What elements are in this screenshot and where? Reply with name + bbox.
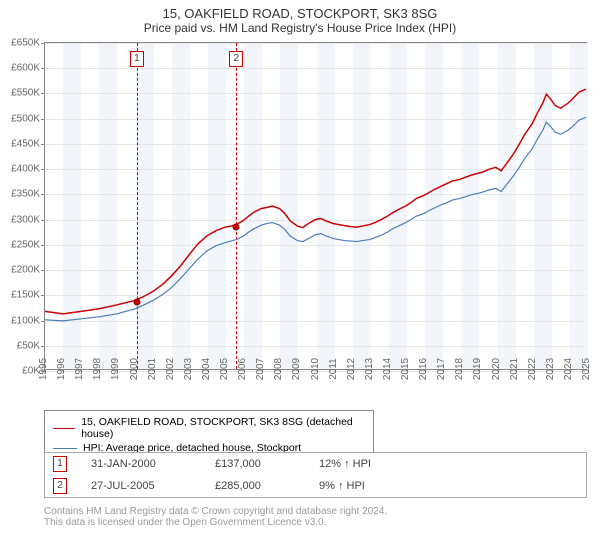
event-num: 1 (53, 456, 67, 472)
data-marker (233, 224, 240, 231)
y-tick-label: £100K (11, 315, 45, 326)
credit-line-2: This data is licensed under the Open Gov… (44, 517, 387, 528)
event-row: 2 27-JUL-2005 £285,000 9% ↑ HPI (45, 475, 586, 497)
series-svg (45, 43, 586, 369)
event-date: 31-JAN-2000 (91, 458, 191, 470)
series-line (45, 89, 586, 314)
event-date: 27-JUL-2005 (91, 480, 191, 492)
y-tick-label: £350K (11, 189, 45, 200)
y-tick-label: £650K (11, 38, 45, 49)
event-row: 1 31-JAN-2000 £137,000 12% ↑ HPI (45, 453, 586, 475)
y-tick-label: £500K (11, 113, 45, 124)
y-tick-label: £150K (11, 290, 45, 301)
data-marker (133, 298, 140, 305)
y-tick-label: £400K (11, 164, 45, 175)
legend-swatch (53, 448, 77, 449)
y-tick-label: £250K (11, 239, 45, 250)
chart-subtitle: Price paid vs. HM Land Registry's House … (0, 21, 600, 39)
y-tick-label: £450K (11, 138, 45, 149)
y-tick-label: £550K (11, 88, 45, 99)
legend-swatch (53, 428, 75, 429)
y-tick-label: £300K (11, 214, 45, 225)
event-price: £137,000 (215, 458, 295, 470)
event-change: 9% ↑ HPI (319, 480, 365, 492)
events-table: 1 31-JAN-2000 £137,000 12% ↑ HPI 2 27-JUL-200… (44, 452, 587, 498)
legend-label: 15, OAKFIELD ROAD, STOCKPORT, SK3 8SG (d… (81, 416, 365, 440)
y-tick-label: £50K (17, 340, 45, 351)
credit-line-1: Contains HM Land Registry data © Crown c… (44, 506, 387, 517)
chart-title: 15, OAKFIELD ROAD, STOCKPORT, SK3 8SG (0, 0, 600, 21)
event-num: 2 (53, 478, 67, 494)
event-price: £285,000 (215, 480, 295, 492)
legend-row: 15, OAKFIELD ROAD, STOCKPORT, SK3 8SG (d… (53, 415, 365, 441)
event-change: 12% ↑ HPI (319, 458, 371, 470)
credit-text: Contains HM Land Registry data © Crown c… (44, 506, 387, 528)
y-tick-label: £200K (11, 265, 45, 276)
chart-plot-area: £0K£50K£100K£150K£200K£250K£300K£350K£40… (44, 42, 587, 370)
y-tick-label: £600K (11, 63, 45, 74)
